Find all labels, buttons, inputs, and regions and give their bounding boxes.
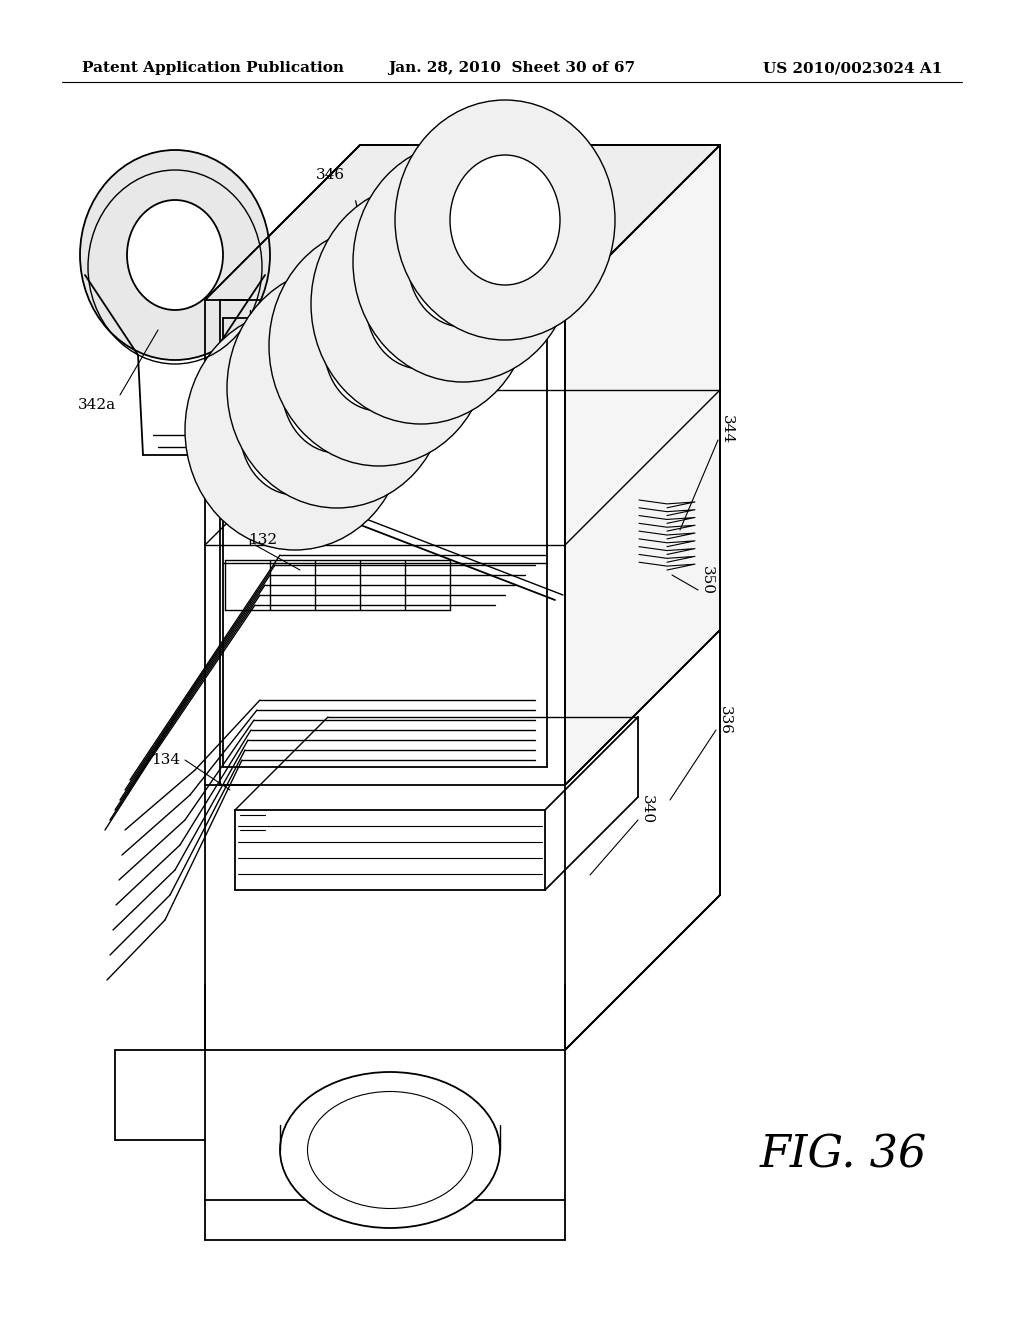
Text: 134: 134 xyxy=(151,752,180,767)
Ellipse shape xyxy=(353,143,573,381)
Polygon shape xyxy=(565,145,720,785)
Ellipse shape xyxy=(408,197,518,327)
Ellipse shape xyxy=(282,323,392,453)
Text: FIG. 36: FIG. 36 xyxy=(760,1134,928,1176)
Text: 336: 336 xyxy=(718,705,732,734)
Ellipse shape xyxy=(269,226,489,466)
Text: 342b: 342b xyxy=(390,166,415,205)
Ellipse shape xyxy=(240,366,350,495)
Text: 340: 340 xyxy=(640,796,654,825)
Text: 346: 346 xyxy=(315,168,344,182)
Text: 342a: 342a xyxy=(78,399,116,412)
Text: Patent Application Publication: Patent Application Publication xyxy=(82,61,344,75)
Ellipse shape xyxy=(80,150,270,360)
Ellipse shape xyxy=(366,239,476,370)
Polygon shape xyxy=(205,145,720,300)
Ellipse shape xyxy=(185,310,406,550)
Ellipse shape xyxy=(311,183,531,424)
Text: 132: 132 xyxy=(248,533,278,546)
Text: 342d: 342d xyxy=(468,139,494,177)
Text: 342c: 342c xyxy=(432,152,457,189)
Ellipse shape xyxy=(227,268,447,508)
Text: 344: 344 xyxy=(720,416,734,445)
Ellipse shape xyxy=(450,154,560,285)
Text: 342e: 342e xyxy=(510,129,535,166)
Text: 342f: 342f xyxy=(548,123,572,157)
Text: 350: 350 xyxy=(700,565,714,594)
Text: US 2010/0023024 A1: US 2010/0023024 A1 xyxy=(763,61,942,75)
Ellipse shape xyxy=(395,100,615,341)
Text: Jan. 28, 2010  Sheet 30 of 67: Jan. 28, 2010 Sheet 30 of 67 xyxy=(388,61,636,75)
Ellipse shape xyxy=(127,201,223,310)
Ellipse shape xyxy=(280,1072,500,1228)
Ellipse shape xyxy=(324,281,434,411)
